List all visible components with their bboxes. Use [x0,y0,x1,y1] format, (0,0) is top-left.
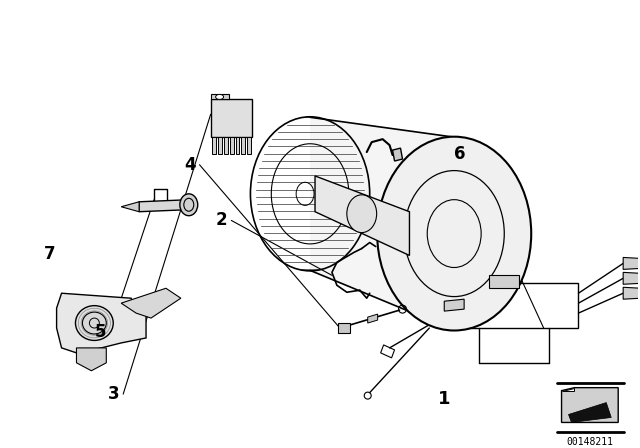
Polygon shape [561,388,618,422]
Text: 1: 1 [438,390,451,408]
Polygon shape [623,258,640,269]
Polygon shape [121,288,181,318]
Polygon shape [310,117,454,330]
Polygon shape [248,137,252,154]
Ellipse shape [377,137,531,331]
Text: 7: 7 [44,245,56,263]
Polygon shape [338,323,350,333]
Polygon shape [230,137,234,154]
Polygon shape [218,137,221,154]
Text: 6: 6 [454,145,466,163]
Polygon shape [236,137,239,154]
Text: 4: 4 [184,156,195,174]
Ellipse shape [180,194,198,215]
Polygon shape [623,287,640,299]
Polygon shape [211,99,252,137]
Polygon shape [568,403,611,422]
Polygon shape [211,95,228,99]
Polygon shape [241,137,246,154]
Ellipse shape [76,306,113,340]
Polygon shape [56,293,146,353]
Polygon shape [212,137,216,154]
Text: 3: 3 [108,385,119,403]
Text: 00148211: 00148211 [567,437,614,448]
Text: 5: 5 [95,323,106,341]
Polygon shape [315,176,410,255]
Polygon shape [368,314,378,323]
Ellipse shape [83,312,106,334]
Polygon shape [489,276,519,288]
Polygon shape [392,148,403,161]
Polygon shape [76,348,106,371]
Polygon shape [444,299,464,311]
Polygon shape [561,388,575,391]
Polygon shape [223,137,228,154]
Ellipse shape [216,95,223,99]
Polygon shape [623,272,640,284]
Text: 2: 2 [216,211,227,229]
Polygon shape [121,202,139,212]
Polygon shape [139,200,187,212]
Ellipse shape [347,195,377,233]
